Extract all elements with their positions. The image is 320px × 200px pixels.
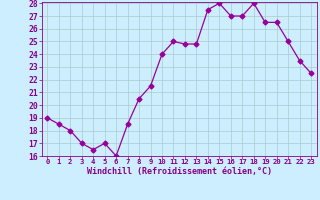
X-axis label: Windchill (Refroidissement éolien,°C): Windchill (Refroidissement éolien,°C) [87,167,272,176]
